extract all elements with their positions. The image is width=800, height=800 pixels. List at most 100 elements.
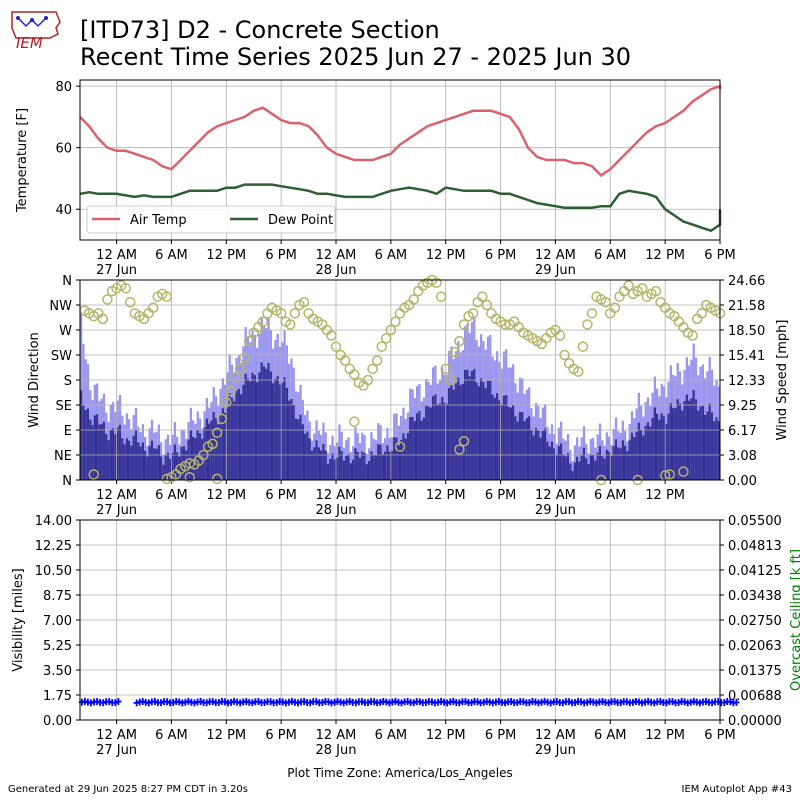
speed-bar <box>340 451 343 480</box>
visibility-point <box>398 699 405 707</box>
speed-bar <box>683 400 686 480</box>
chart-title-line2: Recent Time Series 2025 Jun 27 - 2025 Ju… <box>80 43 632 71</box>
x-tick-date: 27 Jun <box>96 503 137 518</box>
speed-bar <box>555 454 558 480</box>
direction-point <box>637 283 648 294</box>
speed-bar <box>217 424 220 480</box>
x-tick-label: 12 AM <box>96 728 137 743</box>
y-right-tick-label: 0.00 <box>728 474 757 489</box>
direction-point <box>467 308 479 319</box>
speed-bar <box>274 378 277 480</box>
speed-bar <box>484 388 487 480</box>
speed-bar <box>203 427 206 480</box>
gust-bar <box>571 460 574 480</box>
speed-bar <box>610 455 613 480</box>
speed-bar <box>368 461 371 480</box>
speed-bar <box>93 415 96 480</box>
y-right-tick-label: 0.04813 <box>728 539 782 554</box>
visibility-point <box>94 697 101 705</box>
visibility-point <box>170 698 177 706</box>
visibility-point <box>215 699 222 707</box>
speed-bar <box>269 371 272 480</box>
visibility-point <box>605 699 612 707</box>
plot-frame <box>79 279 721 481</box>
speed-bar <box>265 368 268 480</box>
legend-box <box>86 205 336 234</box>
speed-bar <box>548 446 551 480</box>
x-tick-label: 12 PM <box>645 248 685 263</box>
speed-bar <box>454 383 458 480</box>
speed-bar <box>704 414 707 480</box>
y-right-tick-label: 0.00688 <box>728 689 782 704</box>
x-tick-label: 12 AM <box>96 248 137 263</box>
visibility-point <box>709 699 716 707</box>
speed-bar <box>317 447 320 480</box>
visibility-point <box>495 697 502 705</box>
visibility-point <box>319 699 326 707</box>
visibility-point <box>307 699 314 707</box>
speed-bar <box>342 460 346 480</box>
visibility-point <box>371 698 378 706</box>
speed-bar <box>361 451 364 480</box>
direction-point <box>381 333 392 344</box>
visibility-point <box>294 699 301 707</box>
speed-bar <box>336 457 339 480</box>
speed-bar <box>635 431 638 480</box>
visibility-point <box>377 698 384 706</box>
app-label: IEM Autoplot App #43 <box>681 784 792 795</box>
x-tick-label: 12 AM <box>316 728 357 743</box>
speed-bar <box>457 377 460 480</box>
speed-bar <box>96 414 99 480</box>
speed-bar <box>235 390 238 480</box>
y-axis-label: Temperature [F] <box>15 108 30 213</box>
y-tick-label: SW <box>51 349 72 364</box>
visibility-point <box>261 699 268 707</box>
y-right-axis-label: Wind Speed [mph] <box>775 320 790 441</box>
speed-bar <box>441 396 444 480</box>
visibility-point <box>100 699 107 707</box>
y-tick-label: N <box>62 474 72 489</box>
speed-bar <box>614 439 618 480</box>
speed-bar <box>514 416 517 480</box>
visibility-point <box>456 699 463 707</box>
y-right-axis-label: Overcast Ceiling [k ft] <box>789 549 800 691</box>
direction-point <box>349 416 360 427</box>
speed-bar <box>285 387 288 480</box>
x-tick-label: 12 PM <box>426 488 466 503</box>
speed-bar <box>221 408 224 480</box>
visibility-point <box>157 699 164 707</box>
visibility-point <box>727 698 734 706</box>
speed-bar <box>356 451 359 480</box>
direction-point <box>221 396 232 408</box>
speed-bar <box>699 406 702 480</box>
x-tick-label: 6 AM <box>375 248 408 263</box>
speed-bar <box>509 407 512 480</box>
speed-bar <box>390 450 394 480</box>
visibility-point <box>553 697 560 705</box>
speed-bar <box>658 419 661 480</box>
direction-point <box>326 330 337 341</box>
speed-bar <box>578 461 581 480</box>
speed-bar <box>434 394 437 480</box>
speed-bar <box>461 383 464 480</box>
speed-bar <box>393 437 396 480</box>
speed-bar <box>148 445 151 480</box>
direction-point <box>458 319 470 330</box>
speed-bar <box>294 418 298 480</box>
speed-bar <box>377 444 380 480</box>
direction-point <box>230 371 241 383</box>
speed-bar <box>379 444 382 480</box>
y-tick-label: 60 <box>55 142 72 157</box>
speed-bar <box>205 418 208 480</box>
speed-bar <box>603 458 606 480</box>
visibility-point <box>313 698 320 706</box>
direction-point <box>623 280 634 291</box>
speed-bar <box>244 373 247 480</box>
visibility-point <box>203 699 210 707</box>
y-right-tick-label: 21.58 <box>728 299 765 314</box>
direction-point <box>184 471 195 483</box>
direction-point <box>211 427 223 439</box>
direction-point <box>687 330 698 341</box>
direction-point <box>499 319 511 330</box>
direction-point <box>125 296 136 308</box>
